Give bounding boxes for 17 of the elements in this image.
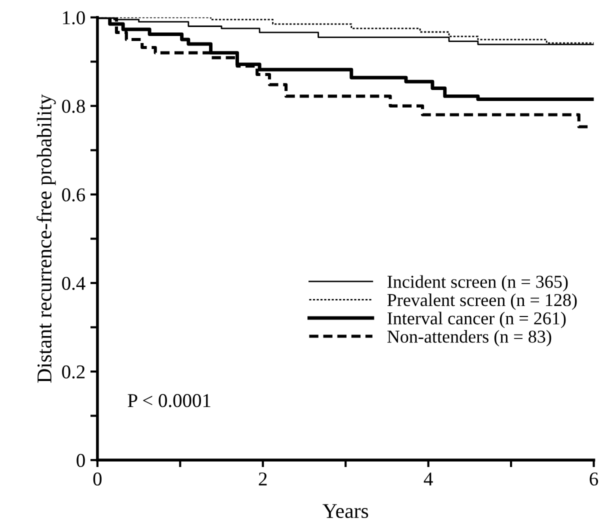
y-tick-label: 0.4 [62,276,86,290]
x-axis-title: Years [322,504,368,518]
x-tick-label: 6 [590,472,598,486]
y-tick-label: 0.6 [62,188,86,202]
y-tick-label: 0.8 [62,100,85,113]
legend-label: Non-attenders (n = 83) [387,330,552,346]
y-axis-title: Distant recurrence-free probability [36,94,56,383]
annotation: P < 0.0001 [128,394,210,408]
x-tick-label: 4 [424,472,433,486]
y-tick-label: 0 [76,454,85,468]
legend-label: Interval cancer (n = 261) [388,312,566,328]
x-tick-label: 2 [258,472,267,486]
y-tick-label: 0.2 [62,365,85,379]
x-tick-label: 0 [93,472,102,486]
legend-label: Incident screen (n = 365) [388,275,568,292]
y-tick-label: 1.0 [63,11,85,24]
legend-label: Prevalent screen (n = 128) [387,293,577,310]
